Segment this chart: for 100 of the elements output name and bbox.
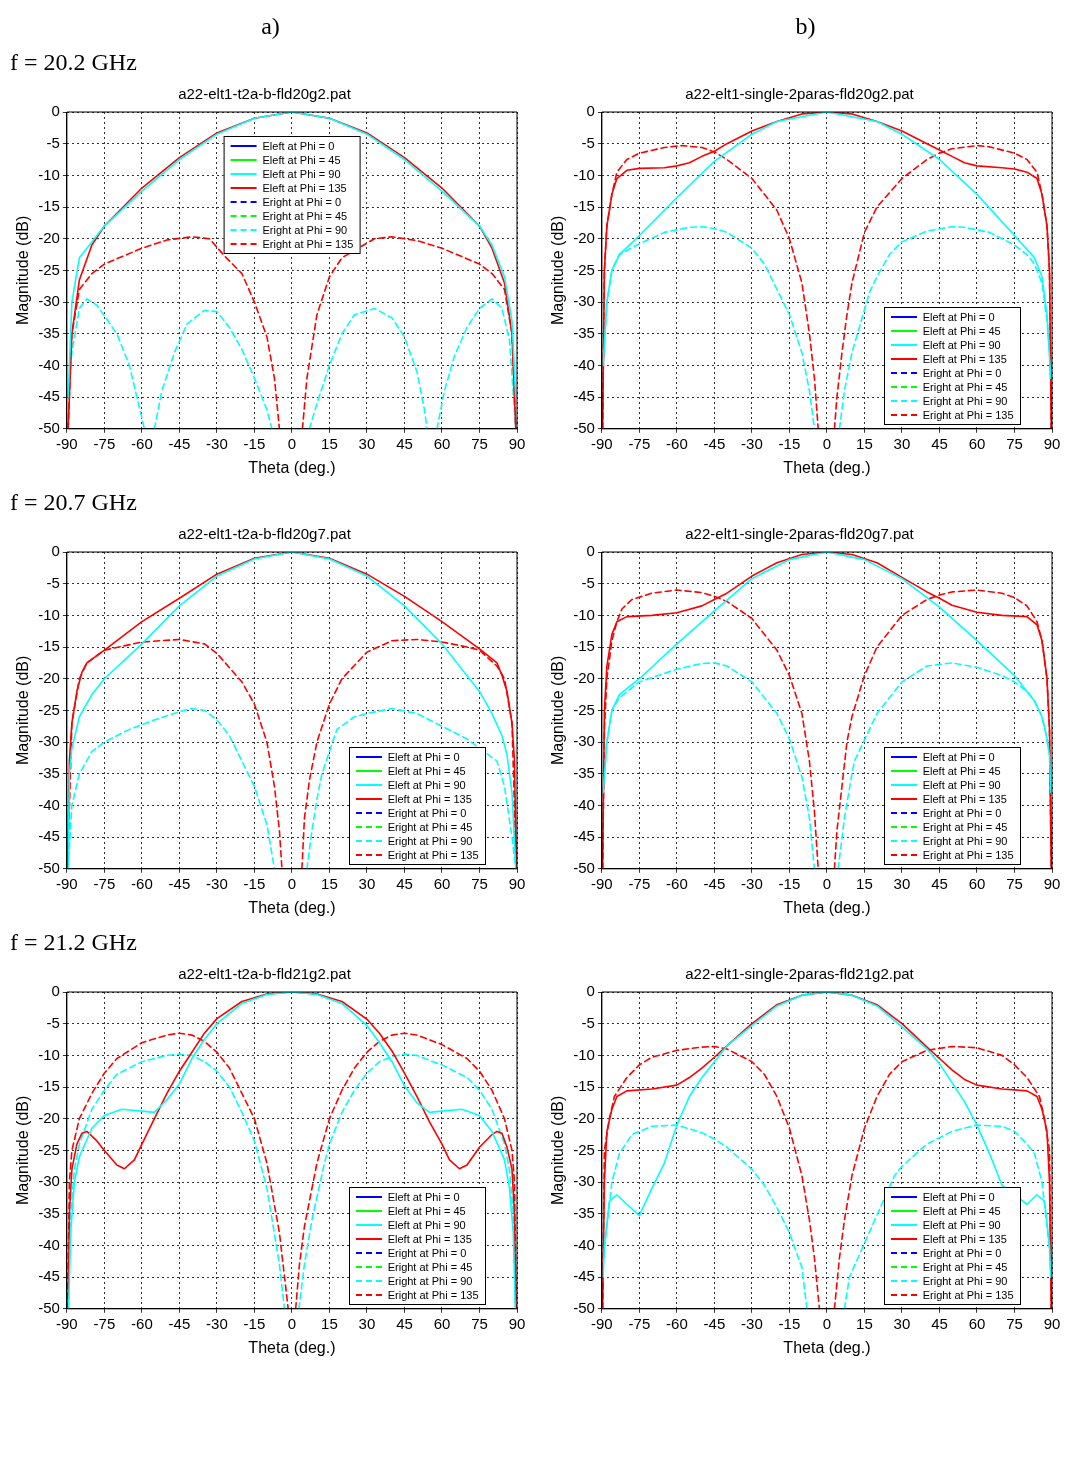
y-tick-label: 0 [51, 542, 60, 560]
y-axis-title: Magnitude (dB) [549, 215, 567, 326]
y-tick-label: -15 [573, 1077, 595, 1095]
legend-label: Eleft at Phi = 45 [922, 323, 1001, 338]
y-axis-title: Magnitude (dB) [14, 1095, 32, 1206]
text: b) [794, 12, 817, 41]
x-tick-label: 0 [287, 874, 297, 892]
y-tick-label: -30 [573, 732, 595, 750]
x-tick-label: -60 [131, 434, 153, 452]
x-tick-label: -60 [666, 1314, 688, 1332]
text: a) [260, 12, 281, 41]
x-tick-label: 90 [1043, 874, 1061, 892]
legend-label: Eright at Phi = 135 [387, 847, 479, 862]
y-tick-label: -15 [38, 637, 60, 655]
x-tick-label: 15 [321, 1314, 338, 1332]
x-tick-label: 15 [856, 1314, 873, 1332]
x-tick-label: -90 [56, 434, 78, 452]
x-tick-label: 75 [1006, 1314, 1023, 1332]
y-tick-label: -5 [46, 1013, 60, 1031]
x-tick-label: -90 [591, 874, 613, 892]
chart-title: a22-elt1-single-2paras-fld21g2.pat [685, 965, 915, 983]
legend-label: Eright at Phi = 45 [387, 819, 473, 834]
x-tick-label: -30 [206, 874, 228, 892]
x-tick-label: 45 [396, 1314, 413, 1332]
legend-label: Eleft at Phi = 135 [922, 351, 1007, 366]
x-tick-label: -45 [168, 1314, 191, 1332]
y-tick-label: 0 [51, 102, 60, 120]
y-tick-label: -30 [573, 1172, 595, 1190]
y-tick-label: -35 [38, 763, 60, 781]
legend-label: Eright at Phi = 135 [922, 847, 1014, 862]
legend-label: Eright at Phi = 45 [922, 379, 1008, 394]
x-tick-label: 15 [856, 874, 873, 892]
x-tick-label: -60 [131, 1314, 153, 1332]
y-tick-label: -50 [573, 1298, 595, 1316]
x-tick-label: 15 [321, 874, 338, 892]
x-tick-label: -75 [628, 434, 651, 452]
x-tick-label: 60 [968, 434, 986, 452]
x-tick-label: -60 [666, 434, 688, 452]
y-axis-title: Magnitude (dB) [549, 1095, 567, 1206]
y-tick-label: -40 [573, 1235, 595, 1253]
legend-label: Eright at Phi = 0 [922, 365, 1002, 380]
y-tick-label: -20 [38, 228, 60, 246]
legend-label: Eright at Phi = 90 [387, 1273, 473, 1288]
x-tick-label: 15 [856, 434, 873, 452]
x-tick-label: -75 [628, 874, 651, 892]
legend-label: Eright at Phi = 0 [922, 805, 1002, 820]
y-tick-label: -25 [573, 1140, 595, 1158]
y-tick-label: -25 [38, 1140, 60, 1158]
legend-label: Eright at Phi = 90 [387, 833, 473, 848]
x-tick-label: 75 [471, 874, 488, 892]
y-tick-label: -35 [38, 323, 60, 341]
x-tick-label: 15 [321, 434, 338, 452]
x-tick-label: 60 [433, 434, 451, 452]
y-tick-label: -30 [38, 292, 60, 310]
x-tick-label: -75 [628, 1314, 651, 1332]
y-tick-label: -45 [38, 1267, 60, 1285]
x-axis-title: Theta (deg.) [248, 1338, 336, 1356]
x-tick-label: 45 [931, 874, 948, 892]
y-tick-label: -25 [573, 260, 595, 278]
y-tick-label: 0 [586, 102, 595, 120]
y-tick-label: 0 [51, 982, 60, 1000]
y-tick-label: -5 [581, 1013, 595, 1031]
x-tick-label: -60 [131, 874, 153, 892]
legend-label: Eright at Phi = 90 [922, 393, 1008, 408]
x-tick-label: 0 [287, 434, 297, 452]
y-tick-label: -20 [38, 668, 60, 686]
y-tick-label: -40 [573, 355, 595, 373]
x-tick-label: 45 [396, 434, 413, 452]
y-axis-title: Magnitude (dB) [14, 655, 32, 766]
y-tick-label: -50 [573, 858, 595, 876]
x-tick-label: -75 [93, 434, 116, 452]
y-tick-label: -45 [38, 827, 60, 845]
text: f = 21.2 GHz [10, 929, 137, 955]
x-tick-label: 0 [822, 434, 832, 452]
y-tick-label: -50 [38, 418, 60, 436]
legend-label: Eleft at Phi = 45 [262, 152, 341, 167]
legend-label: Eleft at Phi = 90 [922, 777, 1001, 792]
y-tick-label: -10 [573, 165, 595, 183]
x-tick-label: 0 [822, 874, 832, 892]
y-tick-label: -35 [573, 763, 595, 781]
legend-label: Eright at Phi = 45 [387, 1259, 473, 1274]
legend-label: Eleft at Phi = 90 [262, 166, 341, 181]
y-tick-label: -25 [573, 700, 595, 718]
y-tick-label: -50 [38, 858, 60, 876]
x-tick-label: 60 [433, 874, 451, 892]
legend-label: Eright at Phi = 45 [922, 819, 1008, 834]
y-tick-label: -40 [38, 795, 60, 813]
legend-label: Eright at Phi = 135 [922, 407, 1014, 422]
y-tick-label: 0 [586, 982, 595, 1000]
legend-label: Eright at Phi = 0 [262, 194, 342, 209]
y-tick-label: -25 [38, 700, 60, 718]
x-tick-label: -30 [741, 1314, 763, 1332]
y-tick-label: -10 [38, 605, 60, 623]
x-tick-label: -15 [778, 434, 801, 452]
x-tick-label: -15 [243, 874, 266, 892]
legend-label: Eleft at Phi = 0 [922, 309, 995, 324]
x-tick-label: -90 [56, 874, 78, 892]
x-tick-label: 60 [433, 1314, 451, 1332]
x-tick-label: 30 [358, 1314, 376, 1332]
x-tick-label: -75 [93, 874, 116, 892]
